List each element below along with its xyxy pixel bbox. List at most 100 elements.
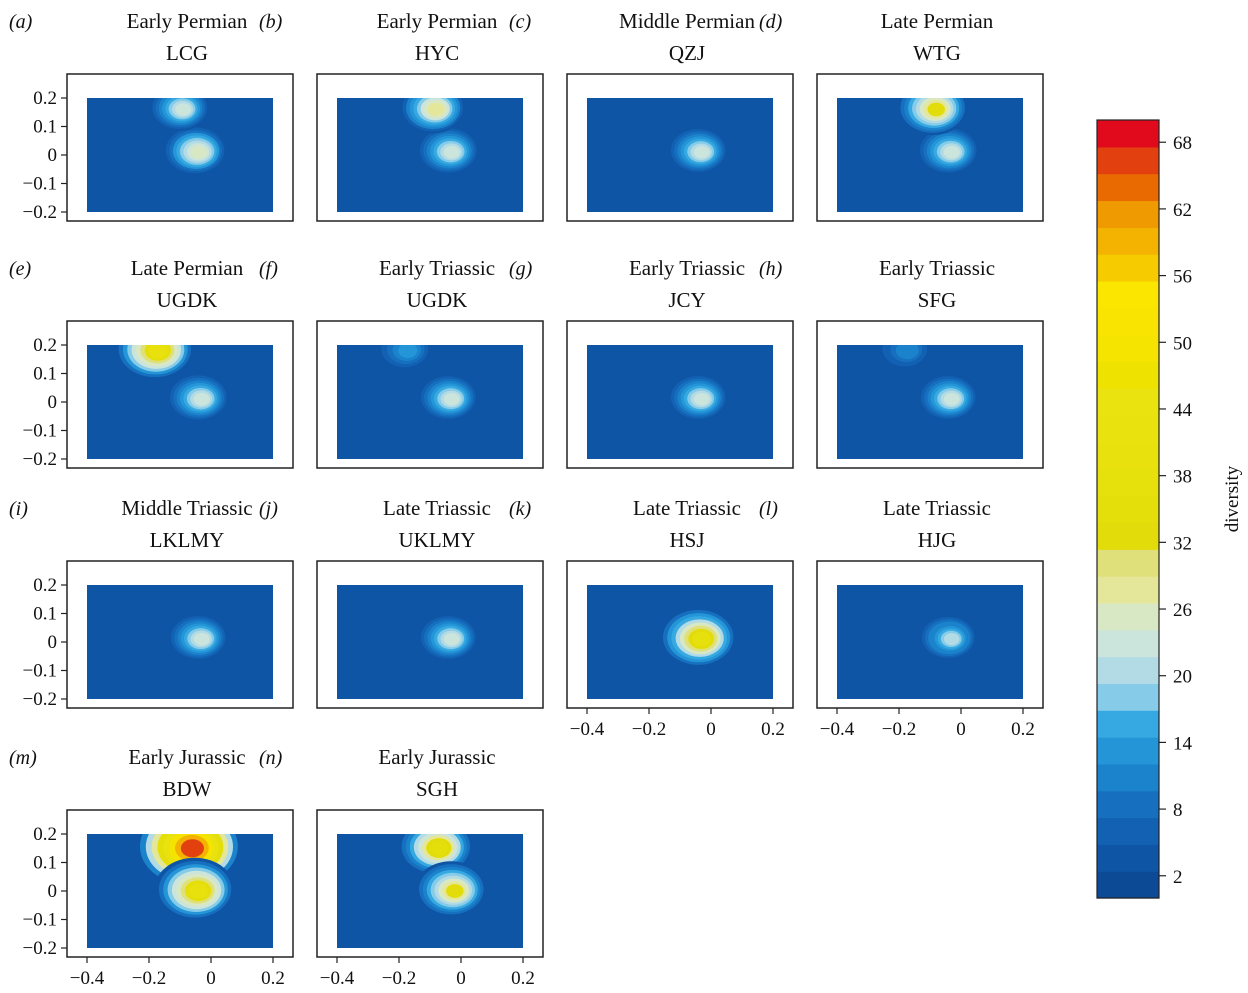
panel-site: HYC: [415, 41, 459, 65]
heat-field: [337, 834, 523, 948]
panel-letter: (b): [259, 11, 283, 33]
y-tick-label: −0.2: [23, 689, 57, 710]
panel-period: Late Permian: [881, 9, 994, 33]
y-tick-label: −0.2: [23, 938, 57, 959]
colorbar-segment: [1097, 763, 1159, 792]
x-tick-label: −0.2: [132, 968, 166, 989]
x-tick-label: 0: [206, 968, 216, 989]
diversity-contour: [430, 841, 449, 856]
colorbar-tick-label: 56: [1173, 267, 1192, 288]
panel-period: Late Triassic: [383, 496, 491, 520]
y-tick-label: 0: [48, 145, 58, 166]
colorbar-segment: [1097, 146, 1159, 175]
diversity-contour: [401, 345, 416, 357]
diversity-contour: [443, 145, 460, 159]
colorbar-segment: [1097, 495, 1159, 524]
panel-site: HSJ: [669, 528, 704, 552]
colorbar-segment: [1097, 629, 1159, 658]
x-tick-label: 0.2: [761, 719, 785, 740]
x-tick-label: −0.4: [570, 719, 605, 740]
diversity-contour: [443, 632, 460, 646]
panel-site: JCY: [668, 288, 705, 312]
panel-period: Middle Permian: [619, 9, 755, 33]
panel-l: (l) Late Triassic HJG −0.4 −0.2 0 0.2: [759, 496, 1044, 740]
diversity-contour: [193, 392, 210, 406]
y-tick-label: 0.2: [33, 824, 57, 845]
colorbar-tick-label: 68: [1173, 133, 1192, 154]
x-tick-label: −0.2: [632, 719, 666, 740]
panel-site: LCG: [166, 41, 208, 65]
y-tick-label: 0.1: [33, 117, 57, 138]
y-tick-label: 0.2: [33, 88, 57, 109]
panel-letter: (h): [759, 258, 783, 280]
colorbar-segment: [1097, 468, 1159, 497]
heat-field: [337, 585, 523, 699]
colorbar-segment: [1097, 254, 1159, 282]
colorbar-tick-label: 20: [1173, 667, 1192, 688]
colorbar-segment: [1097, 361, 1159, 389]
colorbar-segment: [1097, 200, 1159, 228]
colorbar-segment: [1097, 173, 1159, 202]
x-tick-label: 0.2: [261, 968, 285, 989]
panel-b: (b) Early Permian HYC: [259, 9, 544, 222]
panel-period: Late Triassic: [633, 496, 741, 520]
y-tick-label: −0.1: [23, 174, 57, 195]
colorbar-segment: [1097, 280, 1159, 309]
colorbar-tick-label: 8: [1173, 800, 1183, 821]
colorbar-tick-label: 62: [1173, 200, 1192, 221]
colorbar-segment: [1097, 710, 1159, 738]
panel-c: (c) Middle Permian QZJ: [509, 9, 794, 222]
panel-period: Late Triassic: [883, 496, 991, 520]
diversity-contour: [443, 392, 460, 406]
diversity-contour: [693, 145, 710, 159]
y-tick-label: 0.1: [33, 364, 57, 385]
colorbar-frame: [1096, 119, 1160, 899]
panel-site: LKLMY: [150, 528, 225, 552]
panel-site: WTG: [913, 41, 961, 65]
colorbar-segment: [1097, 307, 1159, 336]
panel-site: UGDK: [407, 288, 468, 312]
panel-period: Late Permian: [131, 256, 244, 280]
diversity-contour: [189, 883, 209, 899]
panel-g: (g) Early Triassic JCY: [509, 256, 794, 469]
y-tick-label: 0: [48, 392, 58, 413]
colorbar-segment: [1097, 388, 1159, 416]
y-tick-label: 0.2: [33, 335, 57, 356]
colorbar-segment: [1097, 227, 1159, 255]
panel-n: (n) Early Jurassic SGH −0.4 −0.2 0 0.2: [259, 745, 544, 989]
panel-site: SFG: [918, 288, 957, 312]
colorbar-segment: [1097, 441, 1159, 470]
y-tick-label: −0.1: [23, 421, 57, 442]
x-tick-label: 0: [456, 968, 466, 989]
diversity-contour: [693, 392, 710, 406]
heat-field: [587, 345, 773, 459]
colorbar-segment: [1097, 844, 1159, 872]
colorbar-tick-label: 26: [1173, 600, 1192, 621]
panel-site: UKLMY: [399, 528, 476, 552]
heat-field: [87, 834, 273, 948]
x-tick-label: −0.4: [320, 968, 355, 989]
y-tick-label: −0.2: [23, 202, 57, 223]
panel-a: (a) Early Permian LCG 0.2 0.1 0 −0.1 −0.2: [9, 9, 294, 223]
y-tick-label: 0: [48, 881, 58, 902]
colorbar-segment: [1097, 549, 1159, 577]
colorbar-segment: [1097, 871, 1159, 899]
diversity-contour: [901, 345, 916, 357]
x-tick-label: −0.2: [382, 968, 416, 989]
panel-letter: (c): [509, 11, 532, 33]
colorbar-segment: [1097, 120, 1159, 148]
heat-field: [837, 345, 1023, 459]
colorbar-segment: [1097, 576, 1159, 604]
colorbar-segment: [1097, 790, 1159, 819]
colorbar-segment: [1097, 522, 1159, 550]
x-tick-label: 0: [956, 719, 966, 740]
colorbar-tick-label: 50: [1173, 333, 1192, 354]
colorbar-segment: [1097, 415, 1159, 443]
panel-site: HJG: [918, 528, 957, 552]
panel-m: (m) Early JurassicBDW0.20.10−0.1−0.2−0.4−…: [9, 745, 294, 989]
diversity-contour: [148, 345, 168, 359]
diversity-contour: [446, 884, 464, 898]
diversity-contour: [692, 631, 711, 647]
heat-field: [87, 345, 273, 459]
